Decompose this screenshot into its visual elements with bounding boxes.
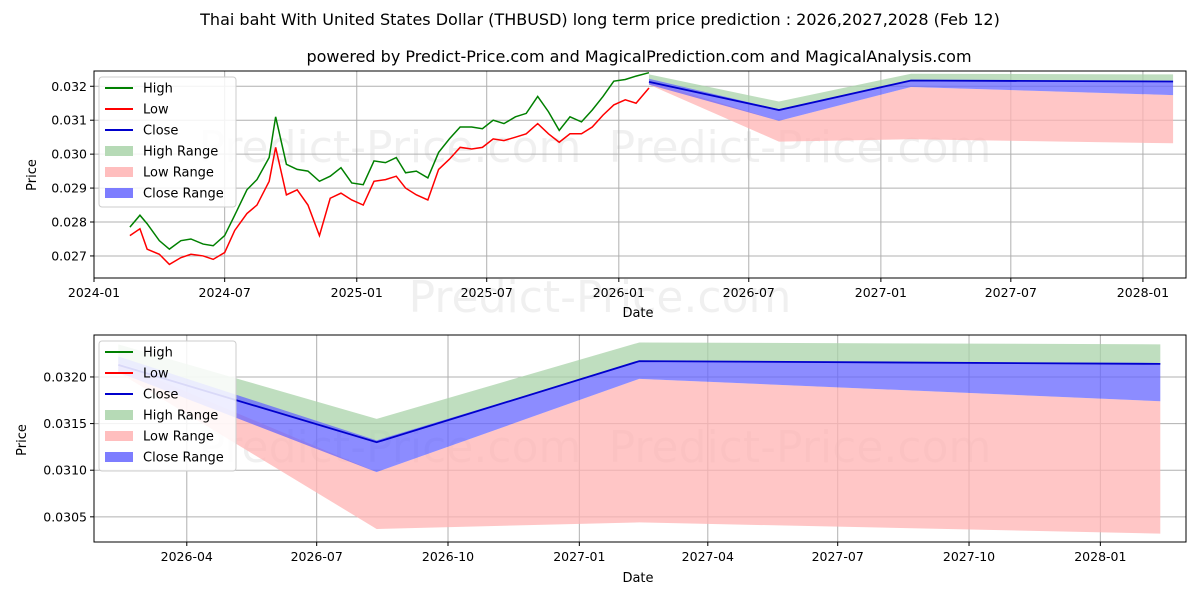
top-legend: High Low Close High Range Low Range Close Ran… [98, 76, 237, 208]
top-y-axis-label: Price [25, 159, 40, 191]
y-tick-label: 0.031 [51, 113, 87, 128]
x-tick-label: 2025-01 [331, 285, 383, 300]
x-tick-label: 2025-07 [461, 285, 513, 300]
legend-label: Close [143, 124, 178, 139]
top-axes-frame [93, 70, 1187, 279]
legend-patch-swatch [105, 431, 133, 441]
high-range-band [648, 73, 1174, 111]
chart-subtitle: powered by Predict-Price.com and Magical… [306, 47, 971, 66]
legend-label: High [143, 82, 173, 97]
legend-label: Low [143, 103, 169, 118]
bottom-axes-frame [93, 334, 1187, 543]
x-tick-label: 2026-04 [161, 549, 213, 564]
x-tick-label: 2028-01 [1117, 285, 1169, 300]
y-tick-label: 0.029 [51, 181, 87, 196]
top-x-axis-label: Date [622, 306, 653, 321]
bottom-panel: Predict-Price.com Predict-Price.com 2026… [15, 334, 1187, 586]
bottom-y-axis-label: Price [15, 424, 30, 456]
legend-label: Close Range [143, 451, 224, 466]
legend-patch-swatch [105, 188, 133, 198]
x-tick-label: 2027-04 [682, 549, 734, 564]
y-tick-label: 0.0305 [43, 509, 87, 524]
y-tick-label: 0.032 [51, 79, 87, 94]
x-tick-label: 2027-10 [943, 549, 995, 564]
y-tick-label: 0.0315 [43, 416, 87, 431]
x-tick-label: 2026-10 [422, 549, 474, 564]
x-tick-label: 2024-07 [199, 285, 251, 300]
legend-patch-swatch [105, 410, 133, 420]
legend-label: High [143, 346, 173, 361]
x-tick-label: 2027-01 [553, 549, 605, 564]
top-panel: Predict-Price.com Predict-Price.com Pred… [25, 70, 1187, 323]
bottom-x-axis-label: Date [622, 571, 653, 586]
y-tick-label: 0.027 [51, 248, 87, 263]
high-price-line [129, 71, 650, 251]
x-tick-label: 2026-07 [291, 549, 343, 564]
y-tick-label: 0.030 [51, 147, 87, 162]
low-range-band [648, 81, 1174, 144]
watermark: Predict-Price.com [409, 272, 792, 323]
legend-label: Low Range [143, 166, 214, 181]
bottom-ticks: 2026-04 2026-07 2026-10 2027-01 2027-04 2027-… [43, 369, 1126, 564]
legend-frame [98, 340, 237, 472]
close-forecast-line [648, 79, 1174, 111]
legend-label: Close Range [143, 187, 224, 202]
legend-label: High Range [143, 409, 218, 424]
legend-frame [98, 76, 237, 208]
legend-label: High Range [143, 145, 218, 160]
y-tick-label: 0.0320 [43, 369, 87, 384]
close-range-band [118, 356, 1161, 473]
x-tick-label: 2027-01 [855, 285, 907, 300]
x-tick-label: 2026-01 [593, 285, 645, 300]
bottom-legend: High Low Close High Range Low Range Close Ran… [98, 340, 237, 472]
low-price-line [129, 87, 650, 266]
x-tick-label: 2026-07 [723, 285, 775, 300]
x-tick-label: 2024-01 [68, 285, 120, 300]
legend-patch-swatch [105, 146, 133, 156]
x-tick-label: 2027-07 [812, 549, 864, 564]
x-tick-label: 2027-07 [985, 285, 1037, 300]
y-tick-label: 0.0310 [43, 463, 87, 478]
x-tick-label: 2028-01 [1074, 549, 1126, 564]
bottom-plot-area [118, 342, 1161, 534]
legend-label: Low [143, 367, 169, 382]
legend-label: Close [143, 388, 178, 403]
chart-title: Thai baht With United States Dollar (THB… [199, 10, 1000, 29]
legend-label: Low Range [143, 430, 214, 445]
legend-patch-swatch [105, 452, 133, 462]
close-forecast-line [118, 360, 1161, 444]
y-tick-label: 0.028 [51, 215, 87, 230]
high-range-band [118, 342, 1161, 443]
top-ticks: 2024-01 2024-07 2025-01 2025-07 2026-01 2026-… [51, 79, 1169, 300]
watermark: Predict-Price.com [199, 122, 582, 173]
top-plot-area [129, 71, 1174, 266]
low-range-band [118, 362, 1161, 534]
legend-patch-swatch [105, 167, 133, 177]
